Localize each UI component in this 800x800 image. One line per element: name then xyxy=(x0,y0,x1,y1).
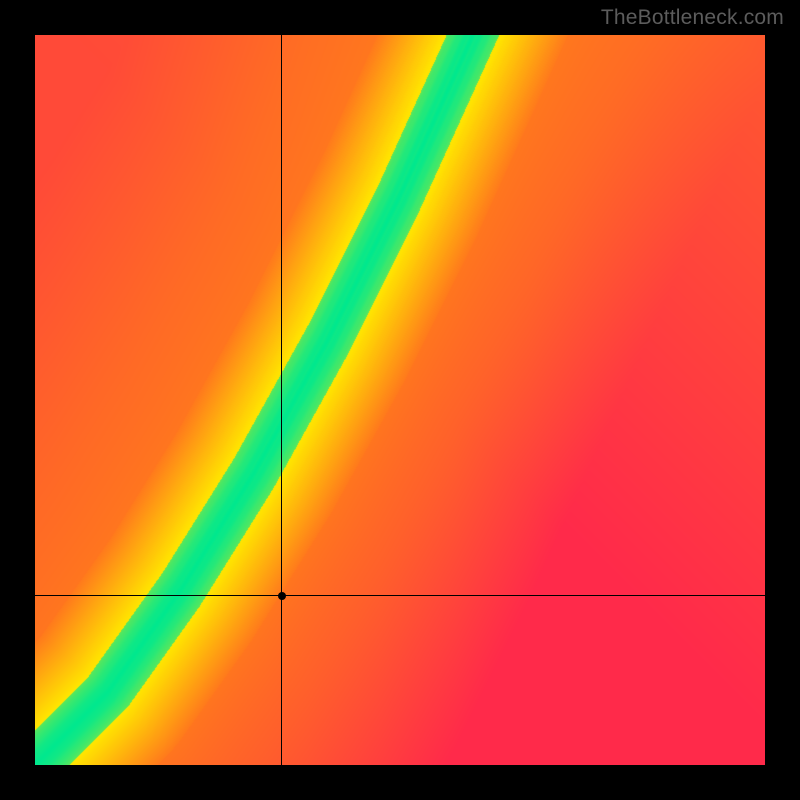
heatmap-canvas xyxy=(35,35,765,765)
plot-area xyxy=(35,35,765,765)
crosshair-vertical xyxy=(281,35,282,765)
crosshair-dot xyxy=(278,592,286,600)
crosshair-horizontal xyxy=(35,595,765,596)
watermark-text: TheBottleneck.com xyxy=(601,6,784,30)
